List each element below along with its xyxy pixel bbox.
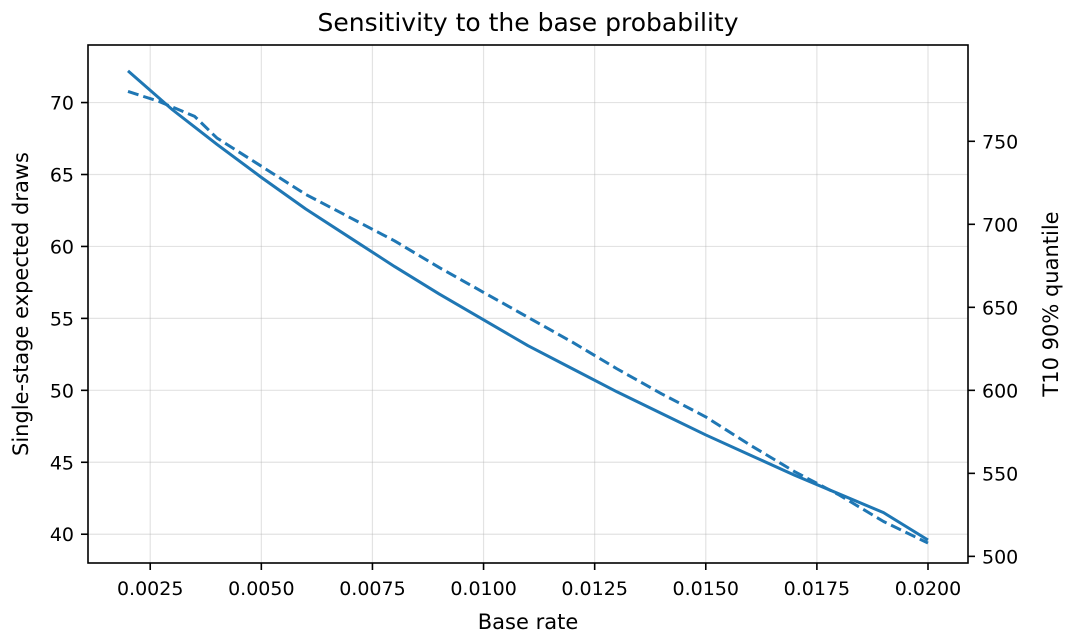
x-tick-label: 0.0150 [673,578,739,600]
ticks-layer: 0.0025 0.0050 0.0075 0.0100 0.0125 0.0150 0.01… [50,93,1018,600]
dashed-series-line [127,90,929,545]
x-tick-label: 0.0200 [895,578,961,600]
y-tick-label: 60 [50,236,74,258]
y2-axis-label: T10 90% quantile [1039,211,1063,397]
y2-tick-label: 600 [982,380,1018,402]
y2-tick-label: 500 [982,546,1018,568]
solid-series-line [127,69,929,542]
x-tick-label: 0.0075 [339,578,405,600]
grid-layer [88,45,968,563]
series-layer [127,69,929,545]
y-tick-label: 50 [50,380,74,402]
y-axis-label: Single-stage expected draws [9,152,33,456]
x-tick-label: 0.0050 [228,578,294,600]
y2-tick-label: 650 [982,297,1018,319]
y-tick-label: 40 [50,524,74,546]
chart-title: Sensitivity to the base probability [317,8,738,37]
x-tick-label: 0.0125 [561,578,627,600]
y-tick-label: 70 [50,93,74,115]
x-axis-label: Base rate [478,610,578,634]
y2-tick-label: 700 [982,214,1018,236]
y-tick-label: 45 [50,452,74,474]
y2-tick-label: 750 [982,131,1018,153]
y2-tick-label: 550 [982,463,1018,485]
y-tick-label: 65 [50,165,74,187]
y-tick-label: 55 [50,308,74,330]
x-tick-label: 0.0025 [117,578,183,600]
plot-frame [87,44,969,564]
x-tick-label: 0.0100 [450,578,516,600]
x-tick-label: 0.0175 [784,578,850,600]
